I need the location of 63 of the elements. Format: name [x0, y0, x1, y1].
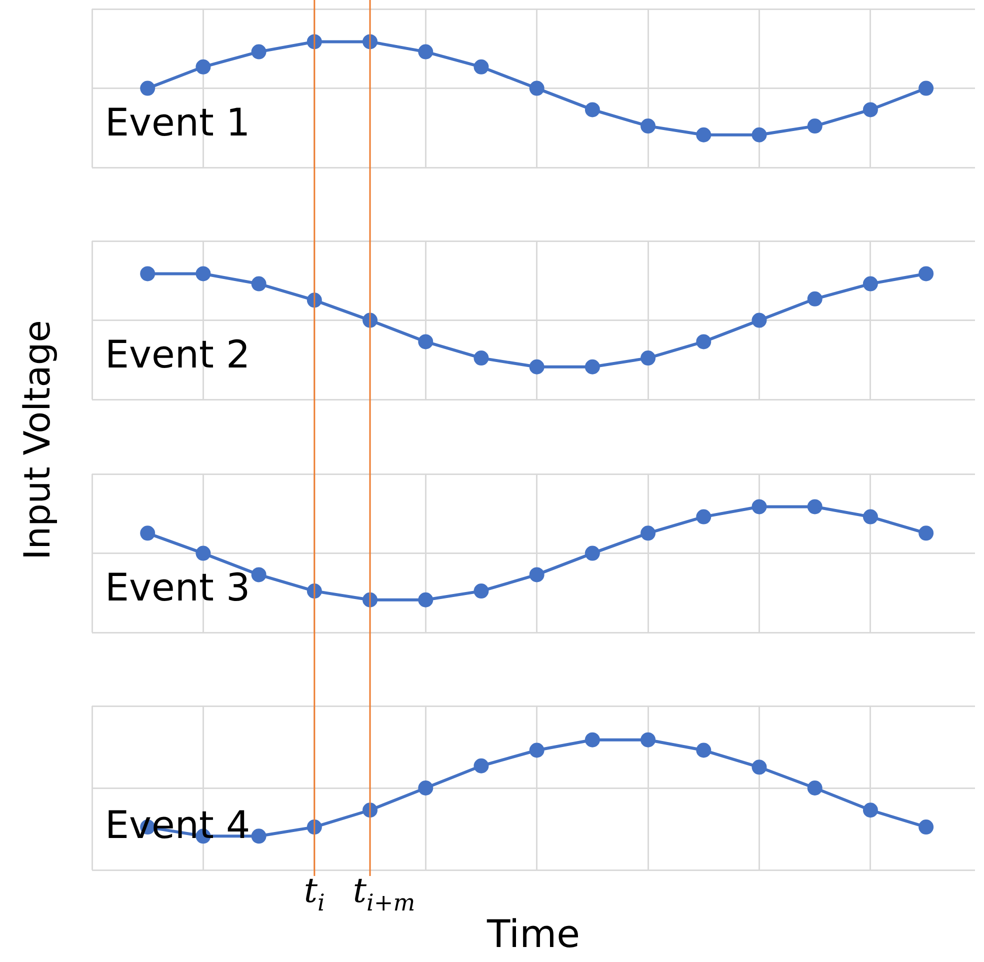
point	[306, 34, 322, 50]
point	[807, 291, 822, 306]
point	[474, 59, 489, 74]
point	[362, 802, 378, 818]
point	[362, 592, 378, 608]
point	[418, 334, 434, 350]
point	[362, 34, 378, 50]
point	[529, 567, 544, 582]
point	[696, 509, 712, 524]
point	[418, 592, 434, 608]
y-axis-title: Input Voltage	[18, 320, 58, 560]
point	[696, 742, 712, 758]
point	[196, 546, 211, 561]
point	[752, 760, 767, 775]
point	[918, 526, 934, 541]
point	[752, 499, 767, 514]
annotation: Event 2	[105, 332, 250, 377]
point	[584, 359, 600, 374]
point	[862, 509, 878, 524]
point	[696, 127, 712, 142]
point	[529, 359, 544, 374]
point	[862, 276, 878, 292]
point	[474, 350, 489, 366]
point	[474, 758, 489, 774]
point	[640, 526, 656, 541]
point	[140, 80, 156, 96]
point	[196, 59, 211, 74]
point	[807, 499, 822, 514]
point	[140, 266, 156, 282]
point	[918, 820, 934, 835]
point	[362, 312, 378, 328]
point	[251, 44, 266, 60]
annotation: Event 1	[105, 100, 250, 145]
point	[584, 546, 600, 561]
point	[474, 584, 489, 599]
point	[306, 292, 322, 308]
point	[862, 102, 878, 118]
point	[807, 780, 822, 796]
point	[251, 567, 266, 582]
point	[918, 80, 934, 96]
point	[752, 127, 767, 142]
point	[640, 118, 656, 134]
point	[696, 334, 712, 350]
point	[640, 732, 656, 748]
point	[306, 584, 322, 599]
point	[807, 118, 822, 134]
point	[306, 820, 322, 835]
point	[862, 802, 878, 818]
point	[418, 780, 434, 796]
annotation: Event 3	[105, 566, 250, 610]
point	[251, 276, 266, 292]
point	[418, 44, 434, 60]
point	[529, 80, 544, 96]
point	[529, 742, 544, 758]
point	[196, 266, 211, 282]
point	[918, 266, 934, 282]
point	[251, 828, 266, 844]
point	[584, 732, 600, 748]
point	[584, 102, 600, 118]
point	[752, 312, 767, 328]
x-axis-title: Time	[486, 912, 580, 956]
point	[640, 350, 656, 366]
point	[140, 526, 156, 541]
